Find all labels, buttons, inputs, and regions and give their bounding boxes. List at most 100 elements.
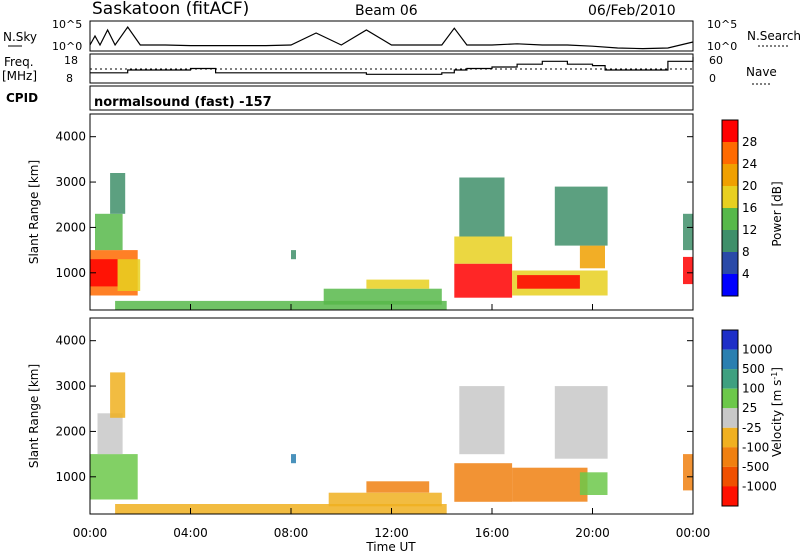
cpid-label: CPID — [6, 91, 38, 105]
x-tick-label-4: 16:00 — [475, 526, 510, 540]
y-tick-label-0: 1000 — [55, 266, 86, 280]
nsky-tick-top: 10^5 — [52, 18, 82, 31]
x-tick-label-2: 08:00 — [274, 526, 309, 540]
nsearch-tick-top: 10^5 — [707, 18, 737, 31]
cpid-value: normalsound (fast) -157 — [94, 95, 272, 110]
velocity-colorbar-tick-7: -1000 — [742, 479, 777, 493]
power-colorbar-swatch-0 — [722, 120, 738, 142]
freq-series-line — [90, 56, 694, 75]
velocity-colorbar-swatch-8 — [722, 486, 738, 506]
power-colorbar-swatch-6 — [722, 252, 738, 274]
freq-unit: [MHz] — [2, 69, 37, 83]
nsky-frame — [89, 20, 694, 52]
velocity-ylabel: Slant Range [km] — [27, 364, 41, 468]
power-colorbar-swatch-4 — [722, 208, 738, 230]
velocity-colorbar-tick-0: 1000 — [742, 343, 773, 357]
data-region-8 — [512, 467, 588, 502]
nsky-panel: N.Sky 10^5 10^0 N.Search 10^5 10^0 — [3, 18, 800, 53]
velocity-colorbar-swatch-7 — [722, 466, 738, 487]
power-data-marks — [90, 173, 693, 310]
data-region-17 — [291, 250, 296, 260]
x-axis-ticks: 00:00 04:00 08:00 12:00 16:00 20:00 00:00 — [73, 304, 711, 540]
data-region-15 — [683, 256, 693, 285]
power-colorbar-tick-0: 28 — [742, 135, 757, 149]
velocity-colorbar: 1000 500 100 25 -25 -100 -500 -1000 — [721, 329, 777, 507]
velocity-colorbar-swatch-5 — [722, 427, 738, 448]
velocity-title-text: Velocity [m s — [770, 380, 784, 457]
velocity-colorbar-tick-3: 25 — [742, 401, 757, 415]
data-region-1 — [97, 413, 123, 455]
y-tick-label-1: 2000 — [55, 424, 86, 438]
power-colorbar: 28 24 20 16 12 8 4 — [721, 119, 757, 297]
velocity-colorbar-swatch-2 — [722, 369, 738, 389]
power-colorbar-title: Power [dB] — [770, 181, 784, 246]
data-region-12 — [291, 454, 296, 464]
data-region-3 — [95, 213, 123, 251]
x-axis-label: Time UT — [365, 540, 416, 554]
power-y-ticks: 1000 2000 3000 4000 — [55, 130, 693, 280]
data-region-4 — [328, 492, 442, 507]
nsky-tick-bottom: 10^0 — [52, 40, 82, 53]
power-colorbar-swatch-3 — [722, 186, 738, 208]
y-tick-label-2: 3000 — [55, 379, 86, 393]
velocity-panel: 1000 2000 3000 4000 Slant Range [km] 1000 50… — [27, 317, 785, 515]
data-region-14 — [554, 186, 608, 246]
data-region-6 — [454, 463, 513, 502]
freq-tick-bottom: 8 — [66, 72, 73, 85]
velocity-title-exponent: -1 — [770, 372, 779, 380]
power-colorbar-swatch-5 — [722, 230, 738, 252]
freq-panel: Freq. [MHz] 18 8 Nave 60 0 — [2, 53, 777, 85]
velocity-colorbar-swatch-4 — [722, 408, 738, 428]
nave-tick-bottom: 0 — [709, 72, 716, 85]
velocity-colorbar-title: Velocity [m s-1] — [770, 367, 785, 457]
power-colorbar-tick-4: 12 — [742, 223, 757, 237]
power-colorbar-frame — [721, 119, 739, 297]
nave-label: Nave — [746, 65, 777, 79]
nsky-label: N.Sky — [3, 30, 37, 44]
velocity-colorbar-tick-2: 100 — [742, 382, 765, 396]
data-region-11 — [683, 454, 693, 491]
data-region-7 — [459, 386, 505, 455]
data-region-9 — [454, 236, 513, 264]
power-colorbar-tick-2: 20 — [742, 179, 757, 193]
x-tick-label-1: 04:00 — [173, 526, 208, 540]
data-region-0 — [90, 454, 138, 500]
velocity-colorbar-frame — [721, 329, 739, 507]
nsearch-label: N.Search — [747, 29, 800, 43]
x-tick-label-6: 00:00 — [676, 526, 711, 540]
data-region-5 — [115, 300, 447, 310]
y-tick-label-3: 4000 — [55, 334, 86, 348]
velocity-colorbar-tick-4: -25 — [742, 421, 762, 435]
data-region-2 — [110, 372, 126, 418]
velocity-data-marks — [90, 372, 693, 514]
nsky-series-line — [89, 25, 694, 50]
y-tick-label-1: 2000 — [55, 220, 86, 234]
beam-title: Beam 06 — [355, 3, 418, 19]
power-colorbar-tick-3: 16 — [742, 201, 757, 215]
data-region-12 — [517, 275, 580, 289]
power-colorbar-tick-5: 8 — [742, 245, 750, 259]
y-tick-label-0: 1000 — [55, 470, 86, 484]
x-tick-label-3: 12:00 — [374, 526, 409, 540]
velocity-title-tail: ] — [770, 367, 784, 372]
velocity-y-ticks: 1000 2000 3000 4000 — [55, 334, 693, 484]
data-region-5 — [366, 481, 430, 493]
station-title: Saskatoon (fitACF) — [92, 0, 249, 19]
velocity-colorbar-swatch-0 — [722, 330, 738, 350]
nsearch-tick-bottom: 10^0 — [707, 40, 737, 53]
data-region-6 — [323, 288, 442, 305]
power-ylabel: Slant Range [km] — [27, 160, 41, 264]
data-region-2 — [117, 259, 141, 291]
data-region-10 — [579, 472, 608, 495]
cpid-frame — [89, 85, 694, 111]
velocity-colorbar-tick-6: -500 — [742, 460, 769, 474]
freq-label: Freq. — [4, 55, 34, 69]
velocity-colorbar-tick-5: -100 — [742, 440, 769, 454]
data-region-16 — [683, 213, 693, 251]
data-region-3 — [115, 504, 447, 514]
power-panel: 1000 2000 3000 4000 Slant Range [km] 28 24 20… — [27, 113, 784, 311]
data-region-8 — [454, 263, 513, 298]
data-region-10 — [459, 177, 505, 237]
velocity-colorbar-swatch-6 — [722, 447, 738, 467]
